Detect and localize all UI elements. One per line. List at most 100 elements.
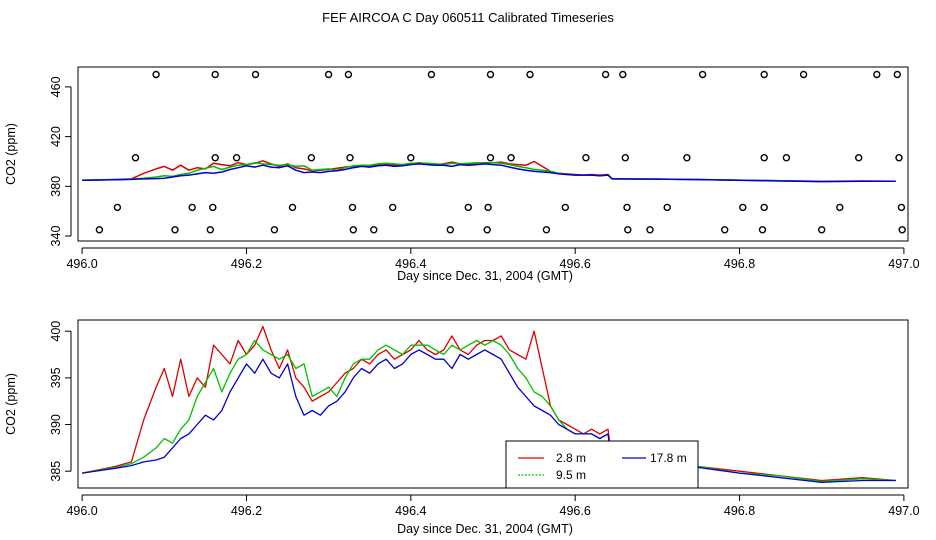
legend-box [505, 440, 699, 489]
flag-point [582, 153, 590, 162]
flag-point [483, 226, 491, 234]
flag-point [131, 153, 140, 162]
flag-point [95, 226, 104, 234]
legend-label-2-8m: 2.8 m [556, 451, 586, 465]
bottom-x-tick-label: 496.4 [395, 504, 426, 518]
flag-point [152, 70, 160, 79]
top-x-tick-label: 497.0 [888, 257, 919, 271]
top-series-lines [82, 160, 896, 183]
flag-point [211, 153, 219, 162]
top-y-tick-label: 420 [49, 126, 63, 147]
bottom-x-tick-label: 496.8 [724, 504, 755, 518]
flag-point [739, 203, 747, 212]
flag-point [758, 226, 767, 234]
flag-point [188, 203, 196, 212]
flag-point [171, 226, 179, 234]
flag-point [288, 203, 297, 212]
bottom-x-axis: 496.0 496.2 496.4 496.6 496.8 497.0 [66, 494, 920, 518]
flag-point [370, 226, 378, 234]
flag-point [348, 203, 357, 212]
bottom-series-lines [81, 325, 896, 484]
legend-label-9-5m: 9.5 m [556, 468, 586, 482]
bottom-panel: 496.0 496.2 496.4 496.6 496.8 497.0 385 390 395… [4, 319, 920, 536]
flag-point [209, 203, 217, 212]
flag-point [446, 226, 454, 234]
flag-point [526, 70, 534, 79]
top-plot-frame [77, 66, 909, 242]
flag-point [486, 70, 495, 79]
flag-point [324, 70, 333, 79]
flag-point [507, 153, 515, 162]
bottom-y-tick-label: 385 [49, 461, 63, 482]
flag-point [898, 226, 906, 234]
flag-point [270, 226, 279, 234]
top-y-tick-label: 340 [49, 226, 63, 247]
flag-point [619, 70, 627, 79]
legend-label-17-8m: 17.8 m [650, 451, 687, 465]
flag-point [251, 70, 260, 79]
flag-point [624, 226, 632, 234]
bottom-y-label: CO2 (ppm) [4, 373, 18, 435]
flag-point [346, 153, 354, 162]
flag-point [855, 153, 863, 162]
flag-point [897, 203, 906, 212]
flag-point [760, 203, 768, 212]
flag-point [307, 153, 316, 162]
flag-point [760, 70, 768, 79]
bottom-x-label: Day since Dec. 31, 2004 (GMT) [397, 522, 573, 536]
flag-point [542, 226, 551, 234]
bottom-x-tick-label: 496.0 [66, 504, 97, 518]
top-x-tick-label: 496.2 [231, 257, 262, 271]
bottom-x-tick-label: 497.0 [888, 504, 919, 518]
flag-point [601, 70, 610, 79]
bottom-y-tick-label: 390 [49, 414, 63, 435]
flag-point [721, 226, 729, 234]
flag-point [484, 203, 492, 212]
bottom-x-tick-label: 496.6 [560, 504, 591, 518]
flag-point [623, 203, 631, 212]
flag-point [893, 70, 901, 79]
top-x-tick-label: 496.4 [395, 257, 426, 271]
top-x-tick-label: 496.0 [66, 257, 97, 271]
top-y-axis: 340 380 420 460 [49, 76, 72, 247]
top-x-tick-label: 496.6 [560, 257, 591, 271]
flag-point [621, 153, 629, 162]
flag-point [698, 70, 707, 79]
bottom-series-17-8-m [82, 349, 896, 484]
flag-point [683, 153, 691, 162]
bottom-series-2-8-m [81, 325, 896, 482]
bottom-y-tick-label: 395 [49, 367, 63, 388]
bottom-x-tick-label: 496.2 [231, 504, 262, 518]
top-x-tick-label: 496.8 [724, 257, 755, 271]
flag-point [836, 203, 844, 212]
bottom-y-axis: 385 390 395 400 [49, 321, 72, 482]
flag-point [873, 70, 881, 79]
flag-point [464, 203, 472, 212]
flag-point [561, 203, 569, 212]
flag-point [782, 153, 791, 162]
figure-title: FEF AIRCOA C Day 060511 Calibrated Times… [322, 10, 614, 25]
flag-point [427, 70, 436, 79]
legend: 2.8 m 9.5 m 17.8 m [505, 440, 699, 489]
top-x-axis: 496.0 496.2 496.4 496.6 496.8 497.0 [66, 247, 920, 271]
flag-point [895, 153, 903, 162]
flag-point [344, 70, 353, 79]
bottom-y-tick-label: 400 [49, 321, 63, 342]
flag-point [760, 153, 768, 162]
top-flag-points [95, 70, 906, 234]
top-x-label: Day since Dec. 31, 2004 (GMT) [397, 269, 573, 283]
flag-point [113, 203, 122, 212]
top-y-label: CO2 (ppm) [4, 123, 18, 185]
flag-point [349, 226, 357, 234]
flag-point [389, 203, 397, 212]
bottom-series-9-5-m [81, 339, 896, 483]
flag-point [211, 70, 219, 79]
top-y-tick-label: 380 [49, 176, 63, 197]
bottom-plot-frame [77, 319, 909, 489]
flag-point [486, 153, 495, 162]
top-series-17-8-m [82, 163, 896, 183]
flag-point [818, 226, 826, 234]
flag-point [663, 203, 671, 212]
top-panel: 496.0 496.2 496.4 496.6 496.8 497.0 340 380 420… [4, 66, 920, 283]
